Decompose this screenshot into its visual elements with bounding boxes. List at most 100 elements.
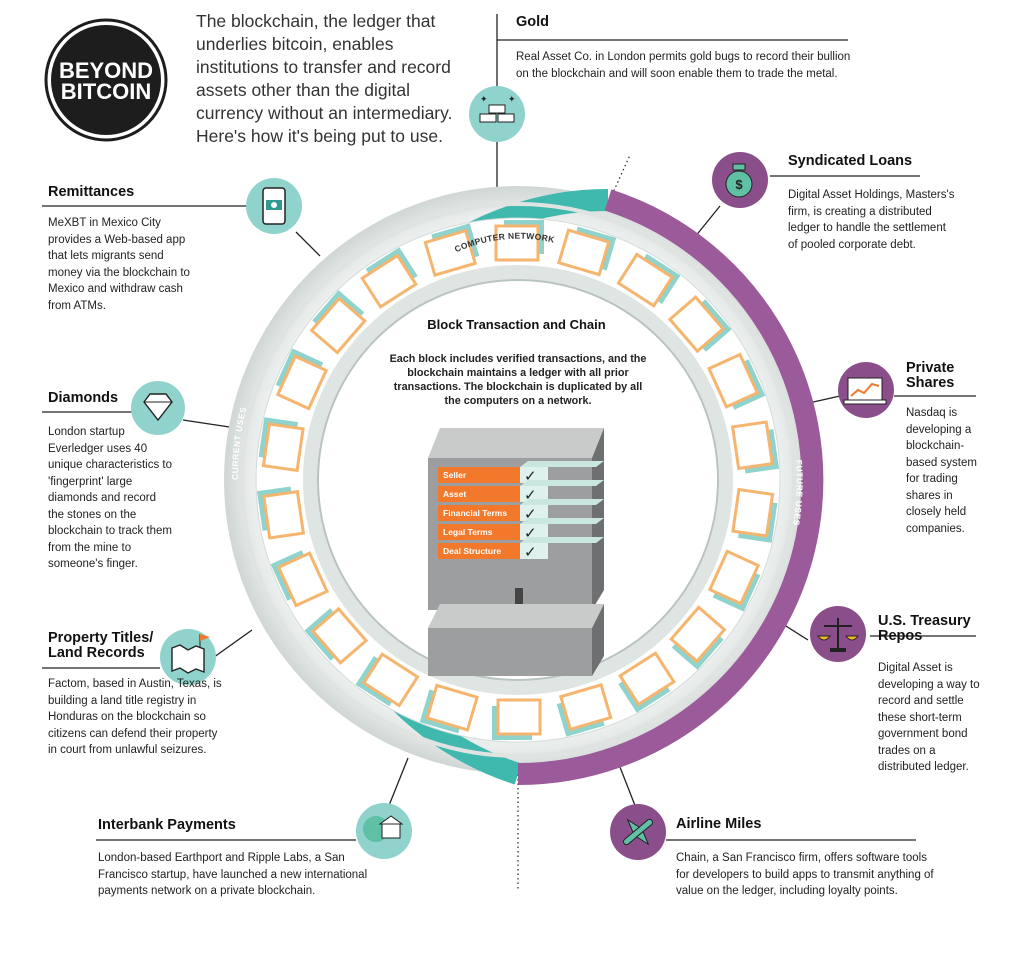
property-titles-title: Property Titles/ Land Records [48,630,154,661]
computer-node [419,683,479,734]
computer-node [669,605,727,670]
remittances-body: MeXBT in Mexico City provides a Web-base… [48,217,190,312]
computer-screen [730,420,774,471]
computer-screen [707,549,761,606]
layer-bar [438,524,520,540]
center-body: Each block includes verified transaction… [389,353,647,407]
computer-node [304,606,369,666]
layer-sheet [520,461,604,467]
gold-body: Real Asset Co. in London permits gold bu… [516,51,851,80]
airline-miles-title: Airline Miles [676,816,762,832]
chart-laptop-icon [838,362,894,418]
layer-sheet-edge [518,467,548,483]
layer-sheet-edge [518,486,548,502]
computer-node [256,486,306,540]
layer-sheet-edge [518,543,548,559]
diamonds-body: London startup Everledger uses 40 unique… [48,426,173,570]
scales-icon [810,606,866,662]
logo-line1: BEYOND [59,58,153,83]
airline-miles-body: Chain, a San Francisco firm, offers soft… [676,852,934,897]
layer-sheet [520,537,604,543]
computer-node [309,290,367,355]
svg-text:✦: ✦ [480,94,488,104]
svg-text:✦: ✦ [508,94,516,104]
computer-screen [707,352,760,409]
computer-screen [275,354,329,411]
gold-bars-icon: ✦ ✦ [469,86,525,142]
computer-node [275,348,329,411]
computer-screen [360,253,418,309]
computer-screen [276,551,329,608]
layer-bar [438,467,520,483]
computer-node [258,417,305,473]
computer-node [616,252,681,308]
block-layers: Seller ✓Asset ✓Financial Terms ✓Legal Terms… [438,461,604,561]
computer-screen [425,683,479,732]
computer-screen [309,296,367,355]
treasury-repos-body: Digital Asset is developing a way to rec… [878,662,980,773]
layer-sheet [520,518,604,524]
computer-screen [669,605,727,664]
money-bag-icon: $ [712,152,768,208]
computer-node [556,682,613,737]
computer-node [423,223,480,278]
computer-node [731,487,778,543]
computer-node [360,247,418,309]
phone-money-icon [246,178,302,234]
intro-text: The blockchain, the ledger that underlie… [196,11,453,146]
logo-line2: BITCOIN [61,79,151,104]
private-shares-body: Nasdaq is developing a blockchain-based … [906,407,977,535]
computer-network [256,220,780,740]
bank-globe-icon [356,803,412,859]
layer-label: Seller [443,470,467,480]
computer-screen [557,228,611,277]
layer-bar [438,505,520,521]
layer-label: Financial Terms [443,508,507,518]
logo-badge: BEYOND BITCOIN [44,18,168,142]
computer-node [355,652,420,708]
center-title: Block Transaction and Chain [427,317,606,332]
svg-text:$: $ [735,177,743,192]
connector-lines [42,14,976,841]
layer-label: Asset [443,489,466,499]
check-icon: ✓ [524,544,537,561]
computer-screen [731,487,775,538]
private-shares-title: Private Shares [906,360,955,391]
layer-label: Deal Structure [443,546,501,556]
property-titles-body: Factom, based in Austin, Texas, is build… [48,678,222,756]
airplane-icon [610,804,666,860]
layer-sheet [520,480,604,486]
interbank-title: Interbank Payments [98,817,236,833]
syndicated-loans-body: Digital Asset Holdings, Masters's firm, … [788,189,955,251]
computer-node [270,550,329,608]
computer-screen [496,698,542,736]
layer-sheet-edge [518,505,548,521]
layer-sheet-edge [518,524,548,540]
computer-screen [423,228,478,278]
network-label-band [303,265,733,695]
computer-node [494,220,544,262]
computer-screen [558,682,613,732]
computer-screen [667,294,726,354]
diamond-icon [131,381,185,435]
layer-bar [438,543,520,559]
future-uses-ring [517,189,824,785]
computer-screen [310,606,369,666]
layer-label: Legal Terms [443,527,493,537]
layer-sheet [520,499,604,505]
computer-screen [618,651,676,707]
diamonds-title: Diamonds [48,390,119,406]
interbank-body: London-based Earthport and Ripple Labs, … [98,852,368,897]
computer-node [557,226,617,277]
computer-node [667,294,732,354]
computer-screen [262,489,306,540]
divider-top [611,154,631,196]
computer-screen [494,224,540,262]
gold-title: Gold [516,14,550,30]
computer-node [492,698,542,740]
computer-screen [261,422,305,473]
treasury-repos-title: U.S. Treasury Repos [878,613,971,644]
remittances-title: Remittances [48,184,135,200]
ring-inner-edge [240,202,796,758]
